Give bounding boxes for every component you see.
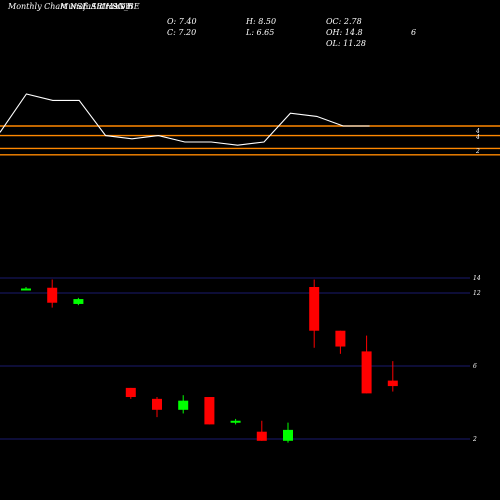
stat-low: L: 6.65 — [246, 28, 275, 37]
stat-extra: 6 — [411, 28, 417, 37]
stat-oc: OC: 2.78 — [326, 17, 362, 26]
indicator-tick-label: 2 — [475, 148, 480, 155]
price-tick-label: 6 — [473, 363, 477, 370]
stat-ol: OL: 11.28 — [326, 39, 367, 48]
candle-body — [204, 397, 215, 425]
candle-body — [387, 380, 398, 387]
stat-high: H: 8.50 — [246, 17, 277, 26]
indicator-tick-label: 4 — [475, 128, 480, 135]
stat-close: C: 7.20 — [167, 28, 197, 37]
stat-oh: OH: 14.8 — [326, 28, 363, 37]
candle-body — [21, 288, 31, 291]
price-tick-label: 12 — [473, 290, 481, 297]
candle-body — [178, 400, 189, 410]
stat-open: O: 7.40 — [167, 17, 197, 26]
candle-body — [283, 429, 293, 441]
candle-body — [125, 387, 136, 398]
site-label: MunafaSutra.com — [60, 2, 133, 11]
candle-body — [47, 287, 58, 303]
candle-body — [152, 398, 162, 410]
chart-title: Monthly Chart NSE:ARIHANT — [8, 2, 131, 11]
price-tick-label: 14 — [473, 275, 481, 282]
price-tick-label: 2 — [472, 436, 477, 443]
candle-body — [256, 431, 267, 441]
candle-body — [361, 351, 372, 394]
candle-body — [309, 287, 320, 331]
candle-body — [73, 299, 84, 304]
candle-body — [335, 330, 346, 347]
indicator-line — [0, 93, 370, 146]
symbol-label: SG_BE — [112, 2, 140, 11]
candle-body — [230, 420, 241, 423]
indicator-tick-label: 4 — [475, 134, 480, 141]
